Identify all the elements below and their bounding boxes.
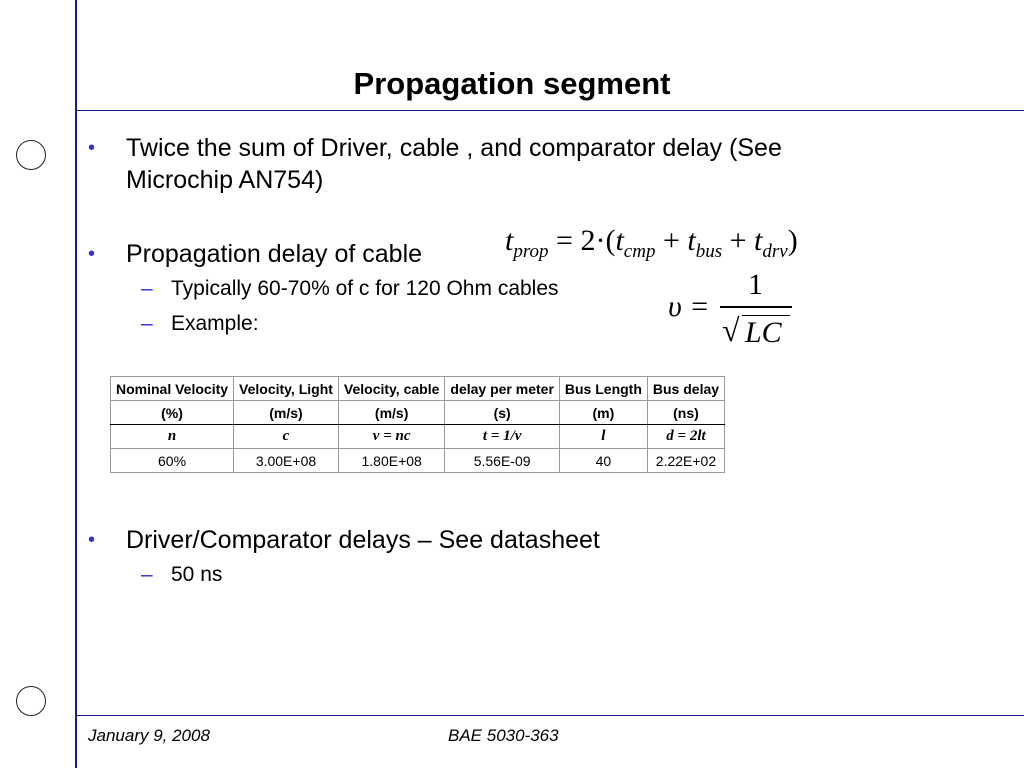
sub-bullet-2-1-text: Typically 60-70% of c for 120 Ohm cables [171,277,559,300]
table-cell: v = nc [337,424,446,449]
footer-course: BAE 5030-363 [448,726,559,745]
eq1-t-prop: t [505,224,514,257]
propagation-equation: tprop = 2·(tcmp + tbus + tdrv) [505,224,798,263]
eq1-plus: + [722,224,755,257]
eq2-denominator: LC [745,316,782,349]
table-cell: Bus delay [646,376,726,401]
eq1-prop-subscript: prop [513,241,549,262]
bullet-marker: • [88,137,96,159]
table-cell: 3.00E+08 [233,448,339,473]
eq1-t-bus: t [687,224,696,257]
sub-bullet-marker: – [141,277,153,300]
table-cell: Velocity, cable [337,376,446,401]
table-cell: Nominal Velocity [109,376,235,401]
table-cell: l [558,424,648,449]
table-cell: Bus Length [558,376,648,401]
table-symbols-row: n c v = nc t = 1/v l d = 2lt [109,424,726,449]
table-cell: delay per meter [444,376,560,401]
eq1-drv-subscript: drv [762,241,788,262]
footer-date: January 9, 2008 [88,726,210,745]
sub-bullet-marker: – [141,312,153,335]
table-cell: (m) [558,400,648,425]
eq2-lhs: υ = [668,290,710,323]
eq1-t-drv: t [754,224,763,257]
eq2-radical-bar [742,315,790,316]
eq1-plus: + [655,224,688,257]
table-cell: n [109,424,235,449]
bullet-2-text: Propagation delay of cable [126,240,423,268]
table-cell: (%) [109,400,235,425]
binder-hole-top-icon [16,140,46,170]
bullet-marker: • [88,529,96,551]
bullet-1-line-2: Microchip AN754) [126,166,324,194]
table-units-row: (%) (m/s) (m/s) (s) (m) (ns) [109,400,726,425]
eq2-numerator: 1 [748,268,763,301]
title-divider [77,110,1024,111]
bullet-1-line-1: Twice the sum of Driver, cable , and com… [126,134,782,162]
table-header-row: Nominal Velocity Velocity, Light Velocit… [109,376,726,401]
sub-bullet-2-2-text: Example: [171,312,259,335]
sub-bullet-3-1-text: 50 ns [171,563,223,586]
slide-title: Propagation segment [353,66,671,101]
table-cell: t = 1/v [444,424,560,449]
table-cell: 5.56E-09 [444,448,560,473]
eq1-close-paren: ) [787,224,798,257]
eq1-bus-subscript: bus [695,241,723,262]
bullet-marker: • [88,243,96,265]
table-cell: 60% [109,448,235,473]
table-cell: (s) [444,400,560,425]
table-cell: (ns) [646,400,726,425]
footer-divider [77,715,1024,716]
table-cell: Velocity, Light [233,376,339,401]
table-cell: 40 [558,448,648,473]
eq2-fraction-bar [720,306,792,308]
table-cell: (m/s) [337,400,446,425]
table-cell: (m/s) [233,400,339,425]
example-table: Nominal Velocity Velocity, Light Velocit… [109,376,726,473]
eq1-equals: = 2·( [548,224,616,257]
eq2-radical-icon: √ [722,312,740,348]
eq1-cmp-subscript: cmp [623,241,656,262]
sub-bullet-marker: – [141,563,153,586]
table-cell: d = 2lt [646,424,726,449]
table-cell: c [233,424,339,449]
table-values-row: 60% 3.00E+08 1.80E+08 5.56E-09 40 2.22E+… [109,448,726,473]
eq1-t-cmp: t [615,224,624,257]
margin-line [75,0,77,768]
bullet-3-text: Driver/Comparator delays – See datasheet [126,526,600,554]
binder-hole-bottom-icon [16,686,46,716]
table-cell: 1.80E+08 [337,448,446,473]
table-cell: 2.22E+02 [646,448,726,473]
